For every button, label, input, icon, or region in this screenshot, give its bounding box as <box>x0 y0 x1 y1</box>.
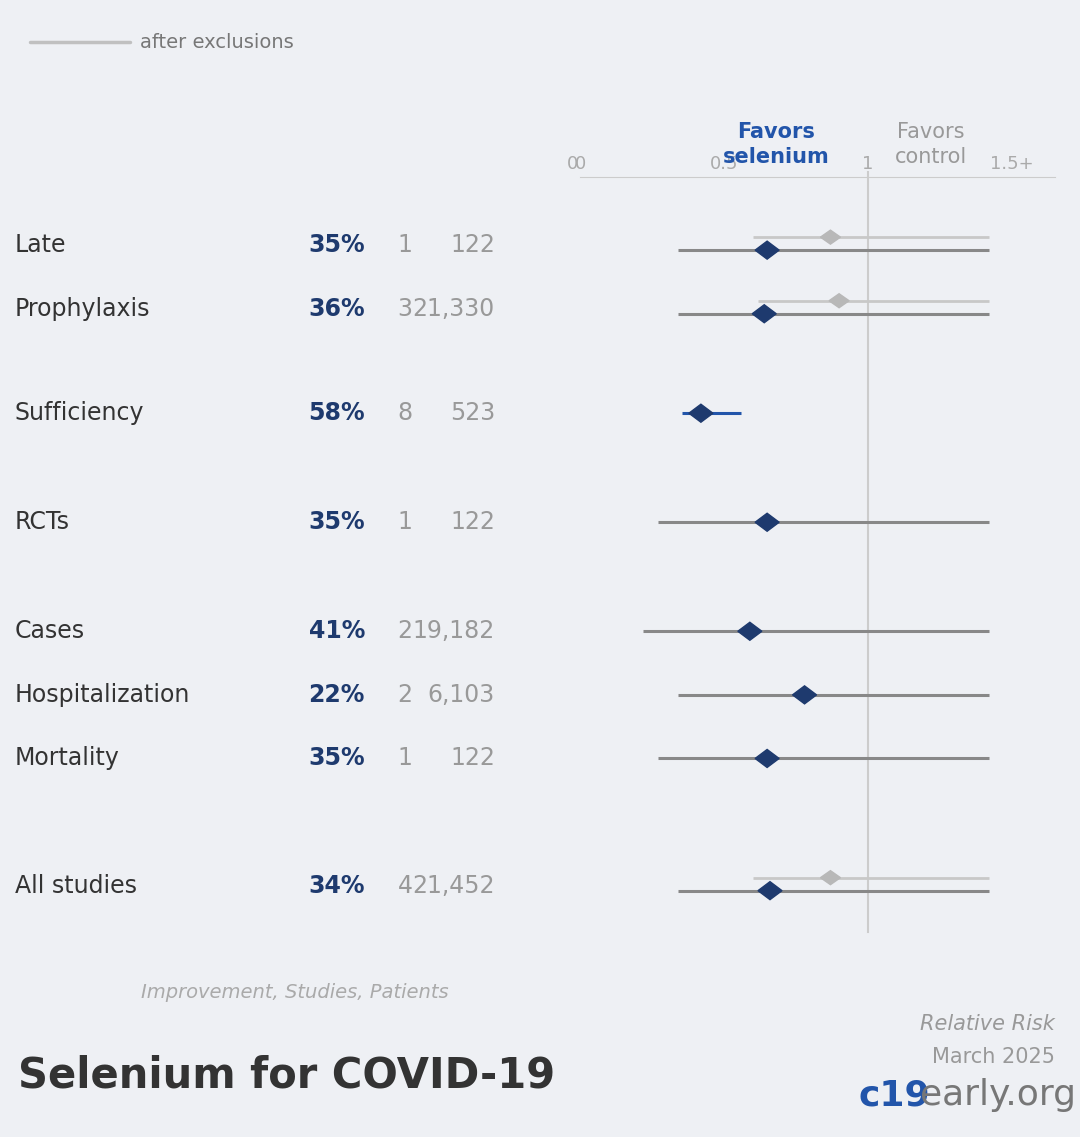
Text: 523: 523 <box>449 401 495 425</box>
Text: 21,452: 21,452 <box>413 873 495 897</box>
Text: 35%: 35% <box>309 511 365 534</box>
Text: Cases: Cases <box>15 620 85 644</box>
Text: 0: 0 <box>567 155 578 173</box>
Text: Hospitalization: Hospitalization <box>15 683 190 707</box>
Text: 1.5+: 1.5+ <box>990 155 1034 173</box>
Polygon shape <box>821 871 840 885</box>
Text: Selenium for COVID-19: Selenium for COVID-19 <box>18 1054 555 1096</box>
Text: Sufficiency: Sufficiency <box>15 401 145 425</box>
Text: 4: 4 <box>397 873 413 897</box>
Text: 19,182: 19,182 <box>413 620 495 644</box>
Text: Favors
selenium: Favors selenium <box>723 122 829 167</box>
Polygon shape <box>755 241 779 259</box>
Polygon shape <box>758 881 782 899</box>
Text: Prophylaxis: Prophylaxis <box>15 297 150 321</box>
Text: 122: 122 <box>450 511 495 534</box>
Polygon shape <box>753 305 777 323</box>
Text: after exclusions: after exclusions <box>140 33 294 51</box>
Text: 1: 1 <box>862 155 874 173</box>
Text: 35%: 35% <box>309 233 365 257</box>
Text: 122: 122 <box>450 233 495 257</box>
Text: 122: 122 <box>450 747 495 771</box>
Polygon shape <box>829 293 849 308</box>
Text: 21,330: 21,330 <box>413 297 495 321</box>
Text: 22%: 22% <box>309 683 365 707</box>
Text: 34%: 34% <box>309 873 365 897</box>
Polygon shape <box>821 230 840 244</box>
Text: 58%: 58% <box>309 401 365 425</box>
Text: 8: 8 <box>397 401 413 425</box>
Polygon shape <box>755 749 779 767</box>
Polygon shape <box>738 622 761 640</box>
Text: 0.5: 0.5 <box>710 155 739 173</box>
Text: 35%: 35% <box>309 747 365 771</box>
Polygon shape <box>689 405 713 422</box>
Text: 2: 2 <box>397 620 413 644</box>
Polygon shape <box>755 513 779 531</box>
Text: c19: c19 <box>858 1078 930 1112</box>
Text: Mortality: Mortality <box>15 747 120 771</box>
Text: 1: 1 <box>397 511 413 534</box>
Text: Late: Late <box>15 233 67 257</box>
Text: March 2025: March 2025 <box>932 1047 1055 1067</box>
Text: 6,103: 6,103 <box>428 683 495 707</box>
Polygon shape <box>793 686 816 704</box>
Text: early.org: early.org <box>920 1078 1076 1112</box>
Text: 41%: 41% <box>309 620 365 644</box>
Text: 1: 1 <box>397 747 413 771</box>
Text: 3: 3 <box>397 297 413 321</box>
Text: All studies: All studies <box>15 873 137 897</box>
Text: 1: 1 <box>397 233 413 257</box>
Text: 0: 0 <box>575 155 585 173</box>
Text: RCTs: RCTs <box>15 511 70 534</box>
Text: Favors
control: Favors control <box>895 122 968 167</box>
Text: 2: 2 <box>397 683 413 707</box>
Text: Relative Risk: Relative Risk <box>920 1014 1055 1034</box>
Text: Improvement, Studies, Patients: Improvement, Studies, Patients <box>141 982 449 1002</box>
Text: 36%: 36% <box>309 297 365 321</box>
